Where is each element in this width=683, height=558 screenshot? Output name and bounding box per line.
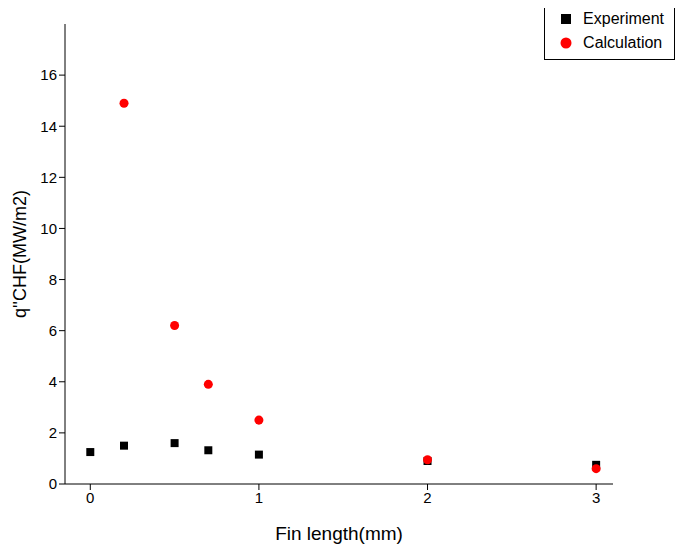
svg-text:0: 0: [49, 475, 57, 492]
svg-text:8: 8: [49, 271, 57, 288]
svg-text:6: 6: [49, 322, 57, 339]
svg-text:10: 10: [40, 220, 57, 237]
html-text:Calculation: Calculation: [583, 34, 663, 51]
svg-text:2: 2: [423, 489, 431, 506]
svg-text:2: 2: [49, 424, 57, 441]
svg-text:12: 12: [40, 169, 57, 186]
svg-text:3: 3: [592, 489, 600, 506]
svg-text:14: 14: [40, 118, 57, 135]
svg-text:16: 16: [40, 66, 57, 83]
svg-text:1: 1: [255, 489, 263, 506]
html-text:Experiment: Experiment: [583, 10, 664, 27]
svg-text:4: 4: [49, 373, 57, 390]
svg-text:q''CHF(MW/m2): q''CHF(MW/m2): [10, 190, 30, 318]
svg-text:Fin length(mm): Fin length(mm): [275, 523, 403, 544]
svg-text:0: 0: [86, 489, 94, 506]
